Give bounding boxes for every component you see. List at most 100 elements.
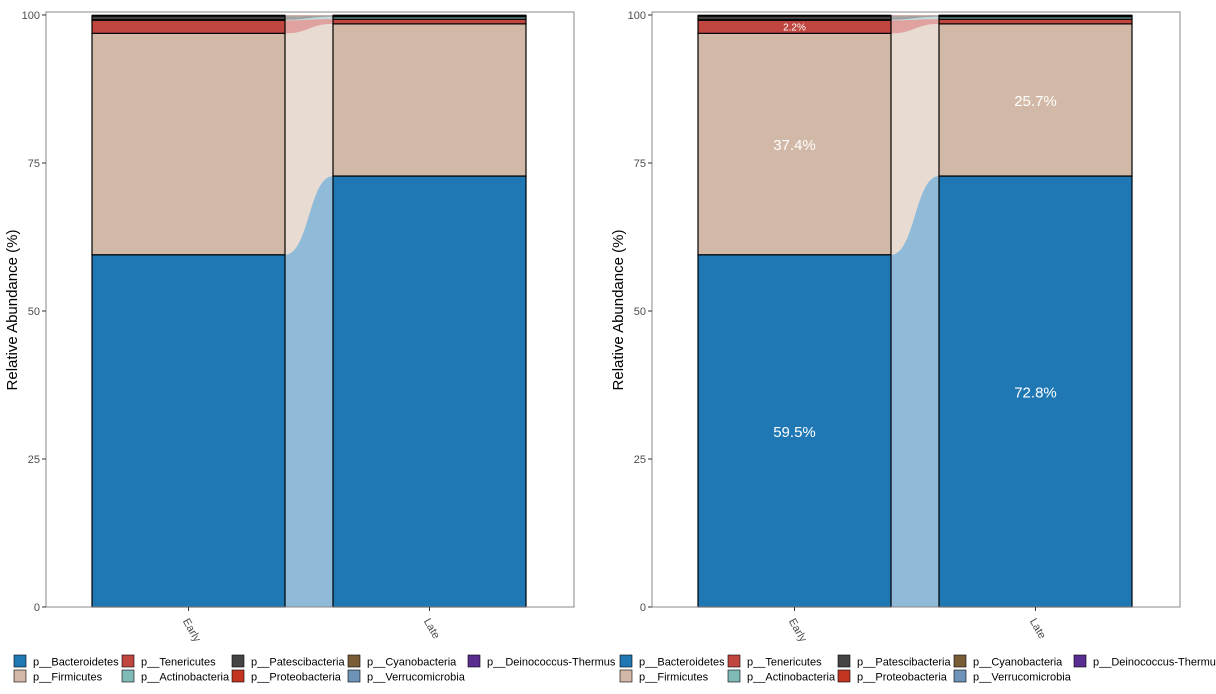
legend-item: p__Bacteroidetes [619,654,725,669]
bar-early-p__Bacteroidetes [697,254,892,608]
flow-p__Firmicutes [891,23,939,255]
bar-late-p__Tenericutes [938,18,1133,25]
legend-label: p__Cyanobacteria [973,657,1063,669]
chart-panel-2: 59.5% 37.4% 2.2% 72.8% 25.7% 0 25 50 75 100 Relati… [610,10,1216,684]
legend-item: p__Verrucomicrobia [347,669,466,684]
x-tick-label: Early [786,617,809,645]
legend-label: p__Patescibacteria [857,657,951,669]
legend-item: p__Actinobacteria [121,669,230,684]
legend-item: p__Actinobacteria [727,669,836,684]
panel-border [651,11,1181,608]
flow-p__Patescibacteria [891,15,939,20]
legend-item: p__Proteobacteria [231,669,342,684]
bar-late-p__Bacteroidetes [938,175,1133,608]
legend-label: p__Verrucomicrobia [367,672,466,684]
legend-label: p__Tenericutes [747,657,822,669]
bar-early-p__Firmicutes [697,32,892,256]
legend-label: p__Actinobacteria [747,672,836,684]
legend-item: p__Tenericutes [727,654,822,669]
legend-item: p__Deinococcus-Thermus [1073,654,1216,669]
bar-late-p__Firmicutes [938,23,1133,177]
bar-early-p__Tenericutes [91,19,286,34]
panel-border [45,11,575,608]
legend-label: p__Patescibacteria [251,657,345,669]
legend-item: p__Tenericutes [121,654,216,669]
y-tick-label: 25 [28,454,40,466]
y-tick-label: 100 [22,10,40,22]
chart-panel-1: 0 25 50 75 100 Relative Abundance (%) Early Lat… [4,10,616,684]
legend-label: p__Bacteroidetes [639,657,725,669]
legend-swatch [13,669,27,683]
bar-late-p__Bacteroidetes [332,175,527,608]
flow-p__Patescibacteria [285,15,333,20]
legend-swatch [347,669,361,683]
legend-swatch [231,669,245,683]
legend-swatch [231,654,245,668]
legend-swatch [619,669,633,683]
legend-item: p__Verrucomicrobia [953,669,1072,684]
x-tick-label: Early [180,617,203,645]
flow-p__Bacteroidetes [891,176,939,608]
y-axis-title: Relative Abundance (%) [4,230,21,391]
legend-label: p__Firmicutes [639,672,709,684]
flow-p__Actinobacteria [891,16,939,21]
legend-swatch [837,654,851,668]
y-tick-label: 50 [28,306,40,318]
legend-item: p__Firmicutes [619,669,709,684]
legend-label: p__Deinococcus-Thermus [487,657,616,669]
bar-late-p__Tenericutes [332,18,527,25]
data-label: 2.2% [783,22,806,33]
legend-label: p__Firmicutes [33,672,103,684]
legend-swatch [13,654,27,668]
legend-item: p__Proteobacteria [837,669,948,684]
legend-label: p__Cyanobacteria [367,657,457,669]
bar-early-p__Bacteroidetes [91,254,286,608]
legend-item: p__Patescibacteria [837,654,951,669]
legend-item: p__Patescibacteria [231,654,345,669]
legend-item: p__Firmicutes [13,669,103,684]
legend-item: p__Deinococcus-Thermus [467,654,616,669]
flow-p__Proteobacteria [285,15,333,17]
legend-swatch [727,654,741,668]
bar-early-p__Patescibacteria [91,15,286,21]
legend-label: p__Verrucomicrobia [973,672,1072,684]
data-label: 37.4% [773,137,816,154]
data-label: 72.8% [1014,385,1057,402]
legend-swatch [121,669,135,683]
y-tick-label: 0 [640,602,646,614]
flow-p__Bacteroidetes [285,176,333,608]
x-tick-label: Late [1027,617,1048,642]
legend-swatch [347,654,361,668]
y-tick-label: 100 [628,10,646,22]
flow-p__Tenericutes [891,19,939,34]
legend-swatch [1073,654,1087,668]
legend-swatch [837,669,851,683]
legend-swatch [953,669,967,683]
bar-early-p__Patescibacteria [697,15,892,21]
flow-p__Tenericutes [285,19,333,34]
legend-label: p__Deinococcus-Thermus [1093,657,1216,669]
legend-item: p__Cyanobacteria [953,654,1063,669]
y-tick-label: 25 [634,454,646,466]
legend-swatch [727,669,741,683]
flow-p__Actinobacteria [285,16,333,21]
legend-item: p__Bacteroidetes [13,654,119,669]
y-tick-label: 75 [28,158,40,170]
legend-label: p__Proteobacteria [857,672,948,684]
legend-swatch [619,654,633,668]
data-label: 25.7% [1014,93,1057,110]
legend-swatch [467,654,481,668]
legend-item: p__Cyanobacteria [347,654,457,669]
data-label: 59.5% [773,424,816,441]
legend-swatch [121,654,135,668]
x-tick-label: Late [421,617,442,642]
y-axis-title: Relative Abundance (%) [610,230,627,391]
flow-p__Proteobacteria [891,15,939,17]
legend-swatch [953,654,967,668]
legend-label: p__Actinobacteria [141,672,230,684]
y-tick-label: 0 [34,602,40,614]
bar-late-p__Firmicutes [332,23,527,177]
y-tick-label: 75 [634,158,646,170]
legend-label: p__Bacteroidetes [33,657,119,669]
